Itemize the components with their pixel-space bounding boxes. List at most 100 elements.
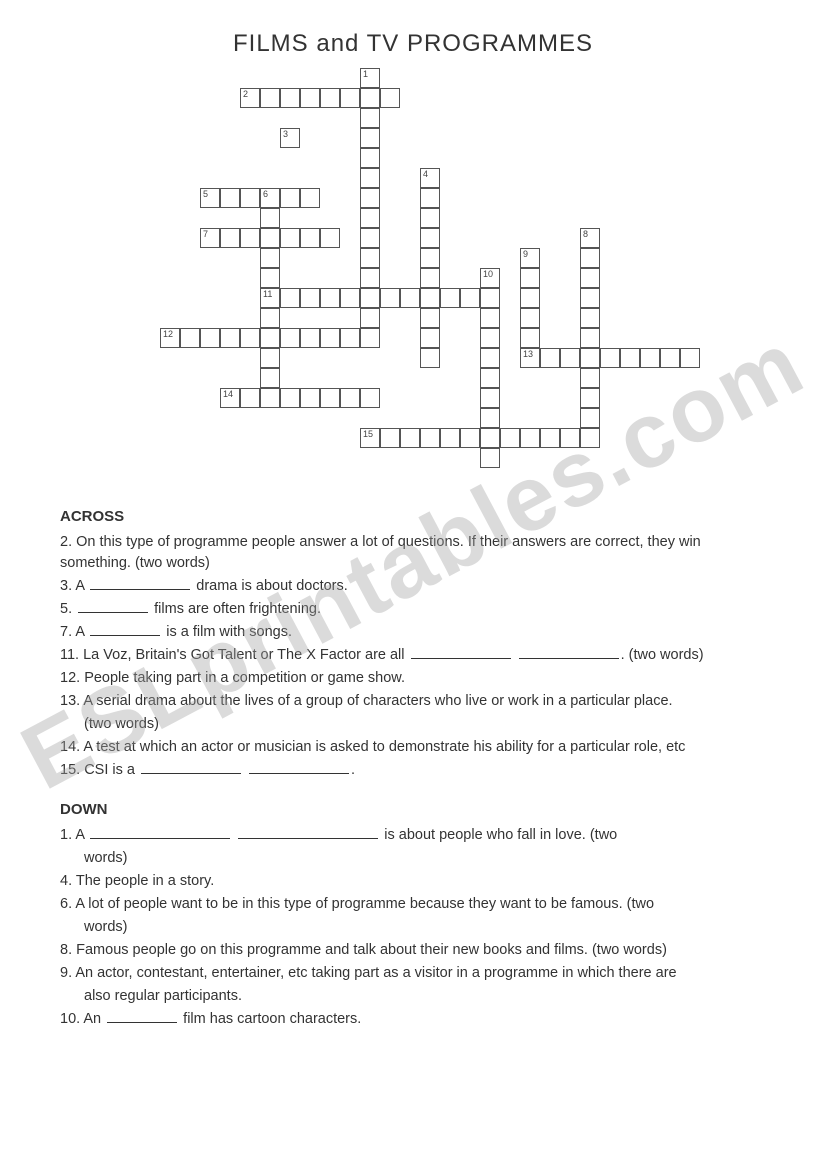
fill-blank <box>90 826 230 839</box>
crossword-cell <box>340 88 360 108</box>
clue-text: is a film with songs. <box>162 624 292 640</box>
crossword-cell <box>260 228 280 248</box>
crossword-cell <box>340 328 360 348</box>
clue-row: 6. A lot of people want to be in this ty… <box>60 894 766 915</box>
crossword-cell <box>280 288 300 308</box>
crossword-cell <box>260 248 280 268</box>
clue-continuation: words) <box>60 917 766 938</box>
clue-number: 9. <box>60 965 75 981</box>
crossword-cell <box>520 428 540 448</box>
crossword-cell <box>640 348 660 368</box>
crossword-cell <box>620 348 640 368</box>
fill-blank <box>90 577 190 590</box>
crossword-cell <box>360 128 380 148</box>
crossword-cell <box>360 148 380 168</box>
crossword-cell <box>360 108 380 128</box>
crossword-cell: 9 <box>520 248 540 268</box>
crossword-cell <box>260 368 280 388</box>
clue-text: A serial drama about the lives of a grou… <box>83 693 672 709</box>
crossword-cell <box>240 328 260 348</box>
crossword-cell <box>420 228 440 248</box>
clue-row: 1. A is about people who fall in love. (… <box>60 825 766 846</box>
across-clue-list: 2. On this type of programme people answ… <box>60 532 766 781</box>
crossword-cell: 3 <box>280 128 300 148</box>
crossword-cell <box>580 428 600 448</box>
crossword-cell <box>280 228 300 248</box>
crossword-cell <box>580 348 600 368</box>
crossword-cell <box>580 388 600 408</box>
crossword-cell <box>460 288 480 308</box>
clue-row: 15. CSI is a . <box>60 760 766 781</box>
clue-number: 10. <box>60 1011 83 1027</box>
crossword-cell <box>380 88 400 108</box>
fill-blank <box>249 761 349 774</box>
crossword-cell <box>420 428 440 448</box>
crossword-cell: 1 <box>360 68 380 88</box>
crossword-cell: 14 <box>220 388 240 408</box>
clue-text: A lot of people want to be in this type … <box>75 896 654 912</box>
crossword-cell: 4 <box>420 168 440 188</box>
crossword-cell <box>400 428 420 448</box>
crossword-cell <box>480 348 500 368</box>
clue-number: 7. <box>60 624 75 640</box>
clue-text: A <box>75 624 88 640</box>
crossword-cell <box>300 88 320 108</box>
crossword-cell <box>580 368 600 388</box>
crossword-cell <box>560 428 580 448</box>
clue-text: On this type of programme people answer … <box>60 534 701 571</box>
crossword-cell <box>260 88 280 108</box>
fill-blank <box>90 623 160 636</box>
crossword-cell <box>320 228 340 248</box>
crossword-cell <box>540 428 560 448</box>
clue-text: An <box>83 1011 105 1027</box>
crossword-cell <box>480 368 500 388</box>
crossword-cell <box>220 228 240 248</box>
crossword-cell <box>540 348 560 368</box>
clue-number: 15. <box>60 762 84 778</box>
crossword-cell <box>300 188 320 208</box>
clue-number: 12. <box>60 670 84 686</box>
clue-text: drama is about doctors. <box>192 578 348 594</box>
clue-row: 4. The people in a story. <box>60 871 766 892</box>
clue-continuation: words) <box>60 848 766 869</box>
crossword-cell <box>580 248 600 268</box>
crossword-cell <box>360 388 380 408</box>
clue-row: 10. An film has cartoon characters. <box>60 1009 766 1030</box>
clue-number: 8. <box>60 942 76 958</box>
crossword-cell <box>300 388 320 408</box>
crossword-cell <box>380 288 400 308</box>
clue-text: A test at which an actor or musician is … <box>83 739 685 755</box>
fill-blank <box>519 646 619 659</box>
clue-text: is about people who fall in love. (two <box>380 827 617 843</box>
crossword-cell <box>280 388 300 408</box>
crossword-cell: 11 <box>260 288 280 308</box>
crossword-cell <box>420 188 440 208</box>
crossword-cell <box>280 88 300 108</box>
crossword-cell <box>360 188 380 208</box>
crossword-cell <box>420 268 440 288</box>
clue-text: CSI is a <box>84 762 139 778</box>
crossword-cell <box>520 328 540 348</box>
crossword-cell <box>260 308 280 328</box>
clue-number: 14. <box>60 739 83 755</box>
crossword-cell <box>240 388 260 408</box>
crossword-cell <box>520 308 540 328</box>
clue-number: 11. <box>60 647 83 663</box>
crossword-cell <box>420 208 440 228</box>
clue-text: . (two words) <box>621 647 704 663</box>
crossword-cell <box>320 388 340 408</box>
clue-row: 12. People taking part in a competition … <box>60 668 766 689</box>
crossword-cell: 5 <box>200 188 220 208</box>
crossword-cell <box>560 348 580 368</box>
crossword-cell <box>460 428 480 448</box>
crossword-cell <box>360 268 380 288</box>
crossword-cell <box>400 288 420 308</box>
clue-text: . <box>351 762 355 778</box>
clue-number: 13. <box>60 693 83 709</box>
fill-blank <box>78 600 148 613</box>
across-heading: ACROSS <box>60 506 766 528</box>
crossword-cell: 13 <box>520 348 540 368</box>
crossword-cell <box>240 188 260 208</box>
clue-row: 14. A test at which an actor or musician… <box>60 737 766 758</box>
crossword-cell <box>580 308 600 328</box>
